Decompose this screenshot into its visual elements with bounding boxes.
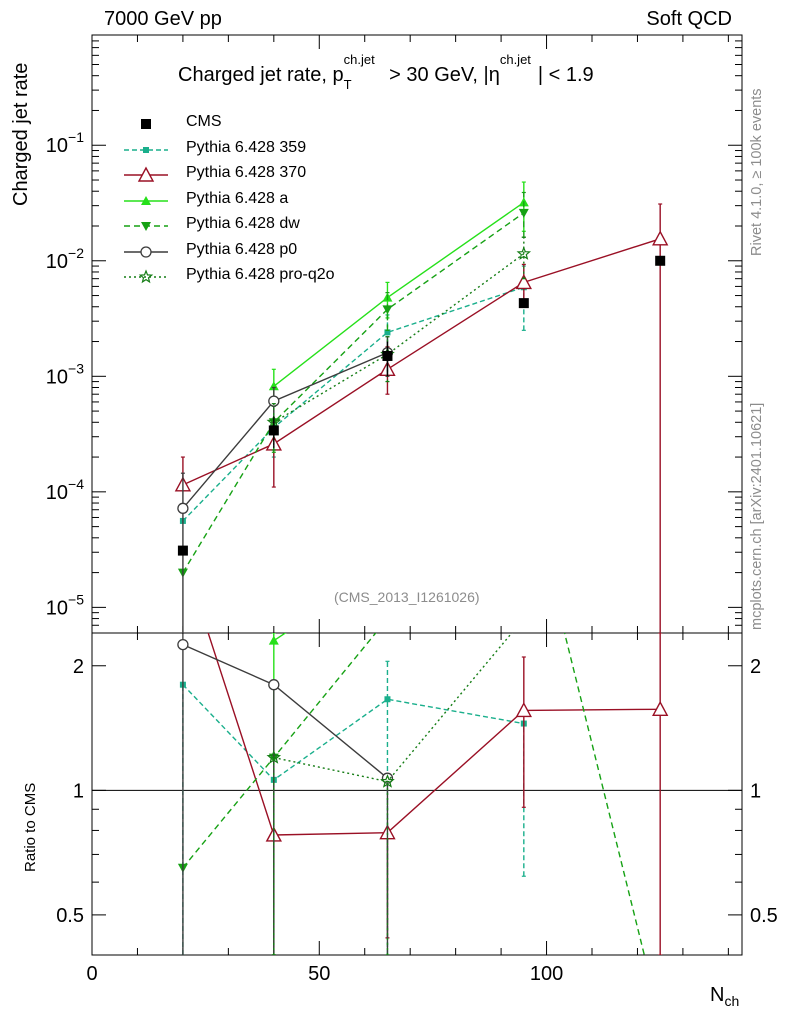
- title-part-a: Charged jet rate, p: [178, 64, 344, 86]
- data-point: [268, 425, 279, 436]
- ratio-line: [182, 633, 646, 955]
- ratio-point: [515, 701, 532, 718]
- legend-label: Pythia 6.428 p0: [186, 240, 298, 258]
- analysis-watermark: (CMS_2013_I1261026): [334, 589, 480, 605]
- x-label-sub: ch: [724, 993, 740, 1009]
- data-point: [518, 298, 529, 309]
- y-tick-label: 10−3: [46, 360, 84, 388]
- y-tick-label: 10−1: [46, 129, 84, 157]
- ratio-series-5: [266, 633, 513, 955]
- series-line: [182, 212, 525, 573]
- legend-marker: [141, 195, 151, 205]
- y-tick-label: 10−4: [46, 476, 84, 504]
- legend-label: Pythia 6.428 370: [186, 164, 307, 181]
- data-point: [655, 255, 666, 266]
- legend-swatch: [124, 195, 168, 205]
- data-point: [268, 381, 279, 391]
- legend-label: Pythia 6.428 a: [186, 189, 289, 207]
- data-point: [177, 502, 189, 514]
- legend-swatch: [124, 166, 168, 182]
- ratio-tick-label-left: 1: [73, 780, 84, 802]
- ratio-point: [384, 696, 391, 703]
- ratio-panel-series: [177, 633, 669, 955]
- ratio-point: [177, 638, 189, 651]
- ratio-point: [268, 635, 279, 645]
- x-tick-label: 0: [86, 963, 97, 985]
- ratio-tick-label-right: 1: [750, 780, 761, 802]
- x-axis-label: Nch: [710, 984, 740, 1009]
- x-label-main: N: [710, 984, 725, 1006]
- category-label: Soft QCD: [646, 8, 732, 30]
- data-point: [515, 273, 532, 290]
- ratio-line: [273, 633, 287, 642]
- ratio-line: [273, 633, 513, 783]
- series-0: [179, 265, 527, 524]
- data-point: [177, 545, 188, 556]
- title-sub1: T: [343, 77, 352, 92]
- legend-marker: [137, 166, 155, 182]
- energy-label: 7000 GeV pp: [104, 8, 222, 30]
- series-line: [273, 201, 525, 387]
- legend-swatch: [124, 146, 168, 153]
- ratio-series-4: [177, 638, 394, 955]
- ratio-point: [266, 749, 282, 764]
- series-2: [268, 181, 529, 407]
- x-tick-label: 100: [530, 963, 563, 985]
- title-part-b: > 30 GeV,: [383, 64, 484, 86]
- ratio-point: [380, 773, 395, 788]
- title-part-c: |η: [483, 64, 500, 86]
- data-point: [516, 246, 532, 260]
- data-point: [382, 305, 393, 315]
- ratio-tick-label-left: 0.5: [56, 905, 84, 927]
- mcplots-source-label: mcplots.cern.ch [arXiv:2401.10621]: [749, 402, 765, 630]
- legend-label: CMS: [186, 113, 222, 130]
- ratio-tick-label-right: 0.5: [750, 905, 778, 927]
- legend-swatch: [124, 222, 168, 231]
- legend-label: Pythia 6.428 359: [186, 138, 307, 156]
- series-line: [182, 352, 388, 509]
- y-axis-label: Charged jet rate: [10, 62, 32, 206]
- chart-title: Charged jet rate, p ch.jet T > 30 GeV, |η c…: [178, 52, 594, 92]
- legend-marker: [138, 269, 154, 284]
- ratio-point: [268, 679, 280, 691]
- ratio-plot-frame: [91, 632, 743, 956]
- title-part-d: | < 1.9: [537, 64, 594, 86]
- legend-label: Pythia 6.428 pro-q2o: [186, 266, 335, 283]
- x-tick-label: 50: [308, 963, 330, 985]
- reference-series: [177, 255, 666, 556]
- legend-swatch: [124, 245, 168, 258]
- ratio-y-axis-label: Ratio to CMS: [22, 782, 39, 872]
- ratio-tick-label-right: 2: [750, 656, 761, 678]
- legend-marker: [141, 119, 151, 129]
- series-line: [182, 286, 525, 522]
- legend-marker: [141, 222, 151, 231]
- ratio-series-2: [268, 633, 287, 955]
- rivet-version-label: Rivet 4.1.0, ≥ 100k events: [749, 88, 765, 256]
- ratio-line: [182, 643, 388, 779]
- title-sup1: ch.jet: [343, 52, 375, 67]
- y-tick-label: 10−2: [46, 245, 84, 273]
- ratio-line: [182, 684, 524, 781]
- data-point: [268, 395, 280, 407]
- ratio-point: [652, 700, 669, 716]
- series-line: [273, 253, 525, 423]
- data-point: [384, 329, 391, 336]
- data-point: [652, 230, 669, 246]
- legend-marker: [143, 146, 149, 153]
- legend-swatch: [141, 119, 151, 129]
- ratio-tick-label-left: 2: [73, 656, 84, 678]
- legend-label: Pythia 6.428 dw: [186, 215, 300, 232]
- y-tick-label: 10−5: [46, 591, 84, 619]
- title-sup2: ch.jet: [499, 52, 531, 67]
- data-point: [382, 350, 393, 361]
- main-panel-series: [174, 181, 669, 633]
- legend-marker: [140, 245, 152, 258]
- data-point: [518, 208, 529, 218]
- legend-swatch: [124, 269, 168, 284]
